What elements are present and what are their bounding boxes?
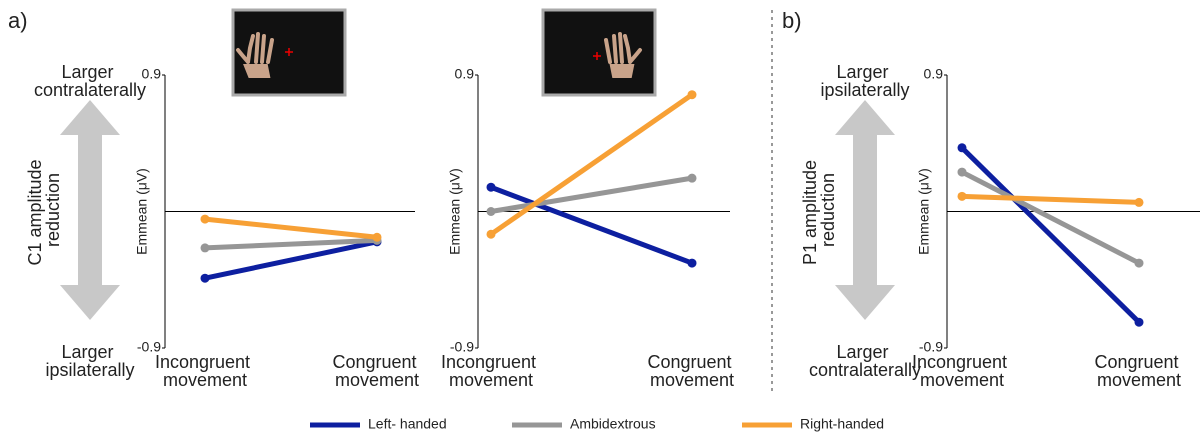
data-point bbox=[486, 229, 496, 239]
y-tick-label: -0.9 bbox=[137, 339, 161, 355]
legend-label: Left- handed bbox=[368, 416, 447, 432]
x-tick-label: Incongruent movement bbox=[155, 352, 255, 390]
data-point bbox=[372, 232, 382, 242]
x-tick-label: Incongruent movement bbox=[441, 352, 541, 390]
data-point bbox=[687, 90, 697, 100]
y-tick-label: -0.9 bbox=[919, 339, 943, 355]
legend-label: Ambidextrous bbox=[570, 416, 656, 432]
panel-label: a) bbox=[8, 8, 28, 33]
y-tick-label: 0.9 bbox=[142, 66, 162, 82]
x-tick-label: Congruent movement bbox=[332, 352, 421, 390]
arrow bbox=[835, 100, 895, 320]
data-point bbox=[486, 207, 496, 216]
stimulus-image bbox=[541, 8, 657, 97]
y-tick-label: -0.9 bbox=[450, 339, 474, 355]
data-point bbox=[687, 258, 697, 268]
y-tick-label: 0.9 bbox=[455, 66, 475, 82]
data-point bbox=[957, 167, 967, 177]
data-point bbox=[957, 191, 967, 201]
annotation: P1 amplitude reduction bbox=[800, 155, 838, 265]
data-point bbox=[200, 214, 210, 224]
series-line bbox=[204, 239, 378, 281]
data-point bbox=[1134, 317, 1144, 327]
x-tick-label: Congruent movement bbox=[1094, 352, 1183, 390]
annotation: Larger ipsilaterally bbox=[820, 62, 909, 100]
panel-label: b) bbox=[782, 8, 802, 33]
series-line bbox=[204, 237, 378, 251]
y-axis-label: Emmean (μV) bbox=[134, 168, 150, 255]
annotation: Larger contralaterally bbox=[34, 62, 146, 100]
annotation: C1 amplitude reduction bbox=[25, 154, 63, 265]
series-line bbox=[490, 175, 693, 214]
x-tick-label: Congruent movement bbox=[647, 352, 736, 390]
annotation: Larger ipsilaterally bbox=[45, 342, 134, 380]
stimulus-image bbox=[231, 8, 347, 97]
legend-label: Right-handed bbox=[800, 416, 884, 432]
arrow bbox=[60, 100, 120, 320]
series-line bbox=[961, 193, 1140, 205]
y-axis-label: Emmean (μV) bbox=[447, 168, 463, 255]
series-line bbox=[960, 169, 1141, 266]
data-point bbox=[200, 273, 210, 283]
series-line bbox=[490, 184, 693, 266]
data-point bbox=[1134, 258, 1144, 268]
data-point bbox=[687, 173, 697, 183]
x-tick-label: Incongruent movement bbox=[912, 352, 1012, 390]
data-point bbox=[1134, 197, 1144, 207]
series-line bbox=[489, 92, 694, 237]
y-axis-label: Emmean (μV) bbox=[916, 168, 932, 255]
data-point bbox=[957, 143, 967, 153]
series-line bbox=[204, 216, 378, 240]
series-line bbox=[960, 146, 1141, 324]
data-point bbox=[486, 182, 496, 192]
y-tick-label: 0.9 bbox=[924, 66, 944, 82]
data-point bbox=[200, 243, 210, 253]
annotation: Larger contralaterally bbox=[809, 342, 921, 380]
